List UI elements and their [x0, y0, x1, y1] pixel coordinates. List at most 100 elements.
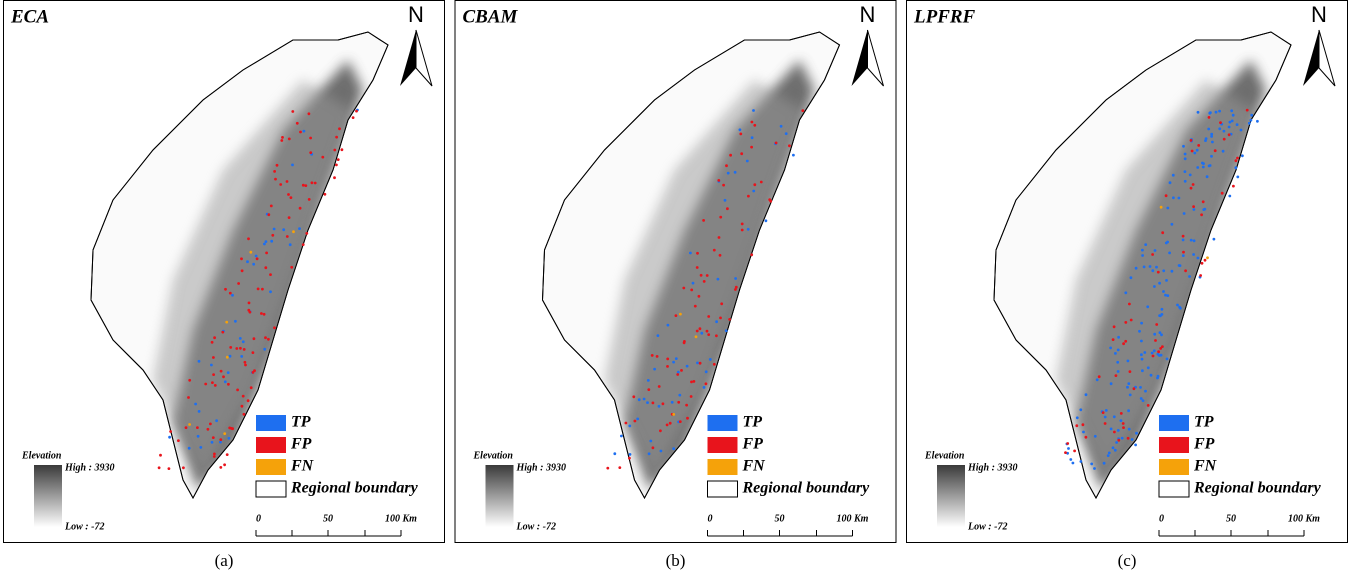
detection-point: [282, 228, 286, 232]
detection-point: [700, 331, 704, 335]
legend-label: Regional boundary: [742, 480, 871, 497]
detection-point: [1112, 325, 1116, 329]
detection-point: [1095, 378, 1099, 382]
detection-point: [1164, 194, 1168, 198]
detection-point: [255, 257, 259, 261]
detection-point: [1134, 266, 1138, 270]
detection-point: [740, 152, 744, 156]
detection-point: [291, 110, 295, 113]
detection-point: [1203, 258, 1207, 262]
detection-point: [651, 446, 655, 450]
detection-point: [691, 281, 695, 285]
detection-point: [209, 422, 212, 426]
detection-point: [1196, 110, 1200, 114]
legend-swatch: [707, 480, 738, 498]
detection-point: [264, 240, 268, 244]
detection-point: [265, 251, 268, 255]
detection-point: [1202, 208, 1206, 212]
detection-point: [672, 413, 676, 416]
detection-point: [1146, 404, 1150, 407]
detection-point: [1112, 415, 1116, 419]
scale-label: 0: [1159, 513, 1164, 524]
detection-point: [752, 189, 756, 193]
north-arrow-right: [415, 29, 433, 87]
elevation-relief: [1056, 60, 1266, 490]
detection-point: [1210, 135, 1213, 138]
detection-point: [299, 130, 302, 134]
detection-point: [657, 404, 661, 408]
detection-point: [1153, 249, 1157, 252]
detection-point: [690, 288, 694, 292]
detection-point: [269, 273, 272, 276]
detection-point: [1132, 387, 1136, 391]
detection-point: [656, 334, 660, 337]
detection-point: [1210, 154, 1213, 158]
detection-point: [1208, 111, 1212, 115]
detection-point: [307, 198, 311, 201]
detection-point: [1114, 352, 1117, 355]
detection-point: [624, 421, 628, 425]
detection-point: [1073, 449, 1076, 453]
detection-point: [1239, 128, 1243, 132]
detection-point: [225, 355, 229, 359]
detection-point: [1219, 121, 1222, 124]
detection-point: [241, 340, 245, 344]
scale-label: 100 Km: [385, 513, 417, 524]
detection-point: [1116, 370, 1120, 373]
detection-point: [695, 329, 699, 333]
detection-point: [223, 463, 227, 467]
detection-point: [733, 170, 737, 174]
detection-point: [236, 388, 240, 392]
detection-point: [212, 356, 215, 359]
detection-point: [1075, 424, 1079, 428]
detection-point: [261, 287, 264, 291]
detection-point: [1204, 137, 1208, 141]
detection-point: [1102, 461, 1106, 465]
detection-point: [1170, 222, 1174, 226]
detection-point: [249, 386, 253, 390]
detection-point: [1162, 290, 1165, 293]
detection-point: [157, 466, 161, 470]
detection-point: [1146, 366, 1150, 370]
detection-point: [1144, 243, 1148, 247]
north-arrow-left: [400, 30, 416, 86]
legend-label: TP: [1194, 414, 1214, 431]
detection-point: [305, 232, 309, 235]
detection-point: [1236, 175, 1240, 179]
detection-point: [792, 153, 795, 157]
detection-point: [707, 333, 711, 336]
detection-point: [1119, 412, 1123, 415]
detection-point: [712, 362, 716, 366]
detection-point: [313, 181, 317, 185]
detection-point: [301, 183, 305, 187]
detection-point: [1231, 113, 1235, 117]
detection-point: [169, 430, 173, 433]
detection-point: [690, 380, 693, 384]
detection-point: [704, 370, 708, 374]
detection-point: [213, 452, 216, 456]
legend-label: FP: [290, 436, 312, 453]
detection-point: [1129, 318, 1133, 322]
detection-point: [606, 466, 610, 470]
detection-point: [1159, 205, 1163, 209]
detection-point: [210, 440, 214, 444]
detection-point: [309, 151, 313, 155]
detection-point: [210, 340, 214, 344]
detection-point: [1075, 416, 1079, 420]
detection-point: [196, 434, 200, 438]
scale-label: 100 Km: [837, 513, 869, 524]
detection-point: [221, 330, 225, 334]
detection-point: [240, 355, 244, 358]
detection-point: [1236, 156, 1239, 160]
detection-point: [739, 132, 743, 136]
detection-point: [1093, 467, 1096, 470]
detection-point: [702, 280, 706, 283]
detection-point: [698, 327, 702, 331]
detection-point: [1210, 132, 1214, 136]
detection-point: [1177, 196, 1181, 200]
detection-point: [618, 466, 622, 469]
detection-point: [1162, 269, 1166, 273]
detection-point: [355, 109, 358, 113]
detection-point: [682, 286, 686, 290]
detection-point: [260, 312, 263, 315]
